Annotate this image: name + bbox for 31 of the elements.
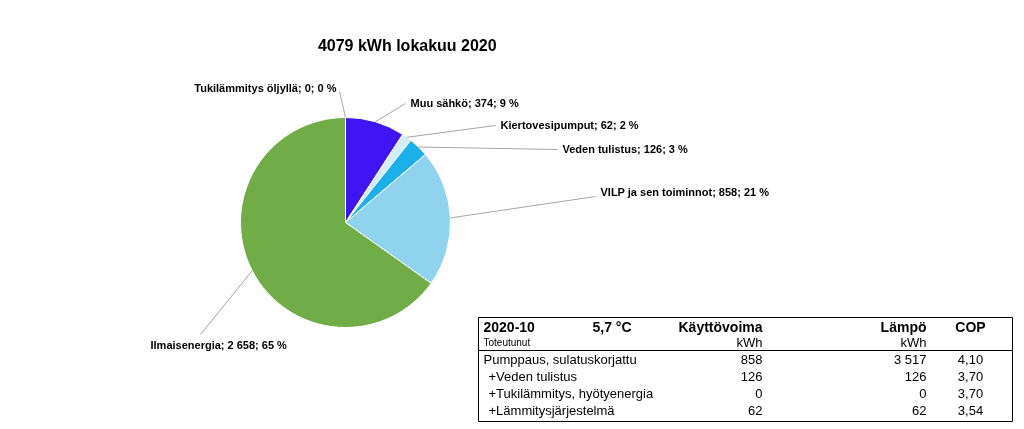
text: 858: [740, 352, 763, 367]
text: 3,70: [957, 369, 984, 384]
text: 3 517: [893, 352, 927, 367]
text: Käyttövoima: [678, 318, 763, 335]
text: 62: [748, 403, 763, 418]
text: 62: [912, 403, 927, 418]
text: 5,7 °C: [592, 318, 632, 335]
text: 2020-10: [483, 318, 536, 335]
text: +Veden tulistus: [488, 369, 578, 384]
text: 126: [740, 369, 763, 384]
slice-label: VILP ja sen toiminnot; 858; 21 %: [600, 185, 770, 198]
text: 4,10: [957, 352, 984, 367]
text: COP: [955, 318, 986, 335]
text: 0: [919, 386, 927, 401]
text: kWh: [900, 335, 927, 350]
text: 0: [755, 386, 763, 401]
slice-label: Muu sähkö; 374; 9 %: [410, 96, 519, 109]
category-label: Tukilämmitys öljyllä; 0; 0 %: [194, 81, 337, 94]
text: Toteutunut: [483, 337, 531, 348]
text: 3,54: [957, 403, 984, 418]
slice-label: Veden tulistus; 126; 3 %: [562, 142, 689, 155]
text: Lämpö: [880, 318, 927, 335]
text: +Tukilämmitys, hyötyenergia: [488, 386, 654, 401]
text: kWh: [736, 335, 763, 350]
text: 126: [904, 369, 927, 384]
text: Pumppaus, sulatuskorjattu: [483, 352, 637, 367]
chart-title: 4079 kWh lokakuu 2020: [317, 37, 497, 54]
slice-label: Kiertovesipumput; 62; 2 %: [500, 118, 639, 131]
text: 3,70: [957, 386, 984, 401]
text: +Lämmitysjärjestelmä: [488, 403, 616, 418]
slice-label: Ilmaisenergia; 2 658; 65 %: [150, 338, 288, 351]
